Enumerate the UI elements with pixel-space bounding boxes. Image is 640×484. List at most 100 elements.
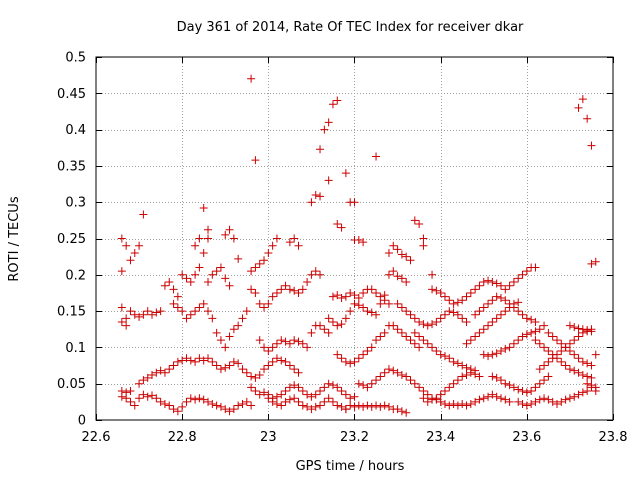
data-point bbox=[341, 292, 350, 301]
data-point bbox=[518, 332, 527, 341]
data-point bbox=[272, 234, 281, 243]
data-point bbox=[169, 361, 178, 370]
data-point bbox=[380, 368, 389, 377]
data-point bbox=[583, 114, 592, 123]
data-point bbox=[492, 392, 501, 401]
data-point bbox=[169, 405, 178, 414]
y-axis-label: ROTI / TECUs bbox=[7, 196, 22, 281]
data-point bbox=[182, 354, 191, 363]
data-point bbox=[458, 296, 467, 305]
data-point bbox=[199, 395, 208, 404]
data-point bbox=[466, 336, 475, 345]
data-point bbox=[544, 372, 553, 381]
data-point bbox=[445, 307, 454, 316]
data-point bbox=[208, 357, 217, 366]
data-point bbox=[372, 310, 381, 319]
data-point bbox=[367, 402, 376, 411]
data-point bbox=[415, 383, 424, 392]
y-tick-label: 0 bbox=[78, 414, 86, 429]
data-point bbox=[436, 390, 445, 399]
data-point bbox=[350, 392, 359, 401]
data-point bbox=[264, 347, 273, 356]
data-point bbox=[531, 336, 540, 345]
data-point bbox=[462, 292, 471, 301]
data-point bbox=[376, 292, 385, 301]
data-point bbox=[436, 314, 445, 323]
data-point bbox=[436, 397, 445, 406]
data-points bbox=[117, 74, 600, 417]
data-point bbox=[531, 327, 540, 336]
data-point bbox=[255, 336, 264, 345]
data-point bbox=[169, 285, 178, 294]
data-point bbox=[303, 343, 312, 352]
data-point bbox=[143, 307, 152, 316]
data-point bbox=[436, 288, 445, 297]
chart-title: Day 361 of 2014, Rate Of TEC Index for r… bbox=[177, 20, 524, 35]
data-point bbox=[324, 394, 333, 403]
data-point bbox=[272, 354, 281, 363]
data-point bbox=[505, 281, 514, 290]
data-point bbox=[578, 95, 587, 104]
data-point bbox=[492, 292, 501, 301]
data-point bbox=[449, 379, 458, 388]
data-point bbox=[548, 397, 557, 406]
data-point bbox=[216, 263, 225, 272]
data-point bbox=[380, 296, 389, 305]
data-point bbox=[496, 347, 505, 356]
data-point bbox=[298, 285, 307, 294]
data-point bbox=[139, 310, 148, 319]
data-point bbox=[484, 276, 493, 285]
data-point bbox=[384, 270, 393, 279]
data-point bbox=[471, 332, 480, 341]
data-point bbox=[324, 118, 333, 127]
data-point bbox=[212, 328, 221, 337]
data-point bbox=[384, 365, 393, 374]
data-point bbox=[337, 402, 346, 411]
data-point bbox=[247, 383, 256, 392]
data-point bbox=[148, 370, 157, 379]
data-point bbox=[406, 376, 415, 385]
data-point bbox=[509, 303, 518, 312]
data-point bbox=[341, 314, 350, 323]
data-point bbox=[496, 294, 505, 303]
data-point bbox=[337, 320, 346, 329]
data-point bbox=[268, 292, 277, 301]
data-point bbox=[182, 314, 191, 323]
data-point bbox=[117, 267, 126, 276]
data-point bbox=[242, 307, 251, 316]
data-point bbox=[522, 267, 531, 276]
data-point bbox=[277, 390, 286, 399]
data-point bbox=[126, 307, 135, 316]
data-point bbox=[488, 278, 497, 287]
data-point bbox=[578, 357, 587, 366]
data-point bbox=[160, 368, 169, 377]
data-point bbox=[251, 288, 260, 297]
data-point bbox=[514, 298, 523, 307]
y-tick-label: 0.15 bbox=[57, 305, 86, 320]
data-point bbox=[328, 397, 337, 406]
data-point bbox=[359, 303, 368, 312]
data-point bbox=[527, 328, 536, 337]
data-point bbox=[428, 285, 437, 294]
data-point bbox=[587, 373, 596, 382]
data-point bbox=[195, 234, 204, 243]
data-point bbox=[139, 210, 148, 219]
data-point bbox=[432, 317, 441, 326]
data-point bbox=[221, 363, 230, 372]
data-point bbox=[229, 234, 238, 243]
data-point bbox=[324, 176, 333, 185]
x-tick-label: 23.4 bbox=[426, 430, 455, 445]
data-point bbox=[397, 274, 406, 283]
data-point bbox=[225, 361, 234, 370]
data-point bbox=[466, 288, 475, 297]
data-point bbox=[303, 402, 312, 411]
data-point bbox=[294, 241, 303, 250]
data-point bbox=[285, 395, 294, 404]
data-point bbox=[341, 357, 350, 366]
data-point bbox=[350, 299, 359, 308]
data-point bbox=[311, 190, 320, 199]
data-point bbox=[148, 310, 157, 319]
data-point bbox=[548, 354, 557, 363]
data-point bbox=[415, 332, 424, 341]
